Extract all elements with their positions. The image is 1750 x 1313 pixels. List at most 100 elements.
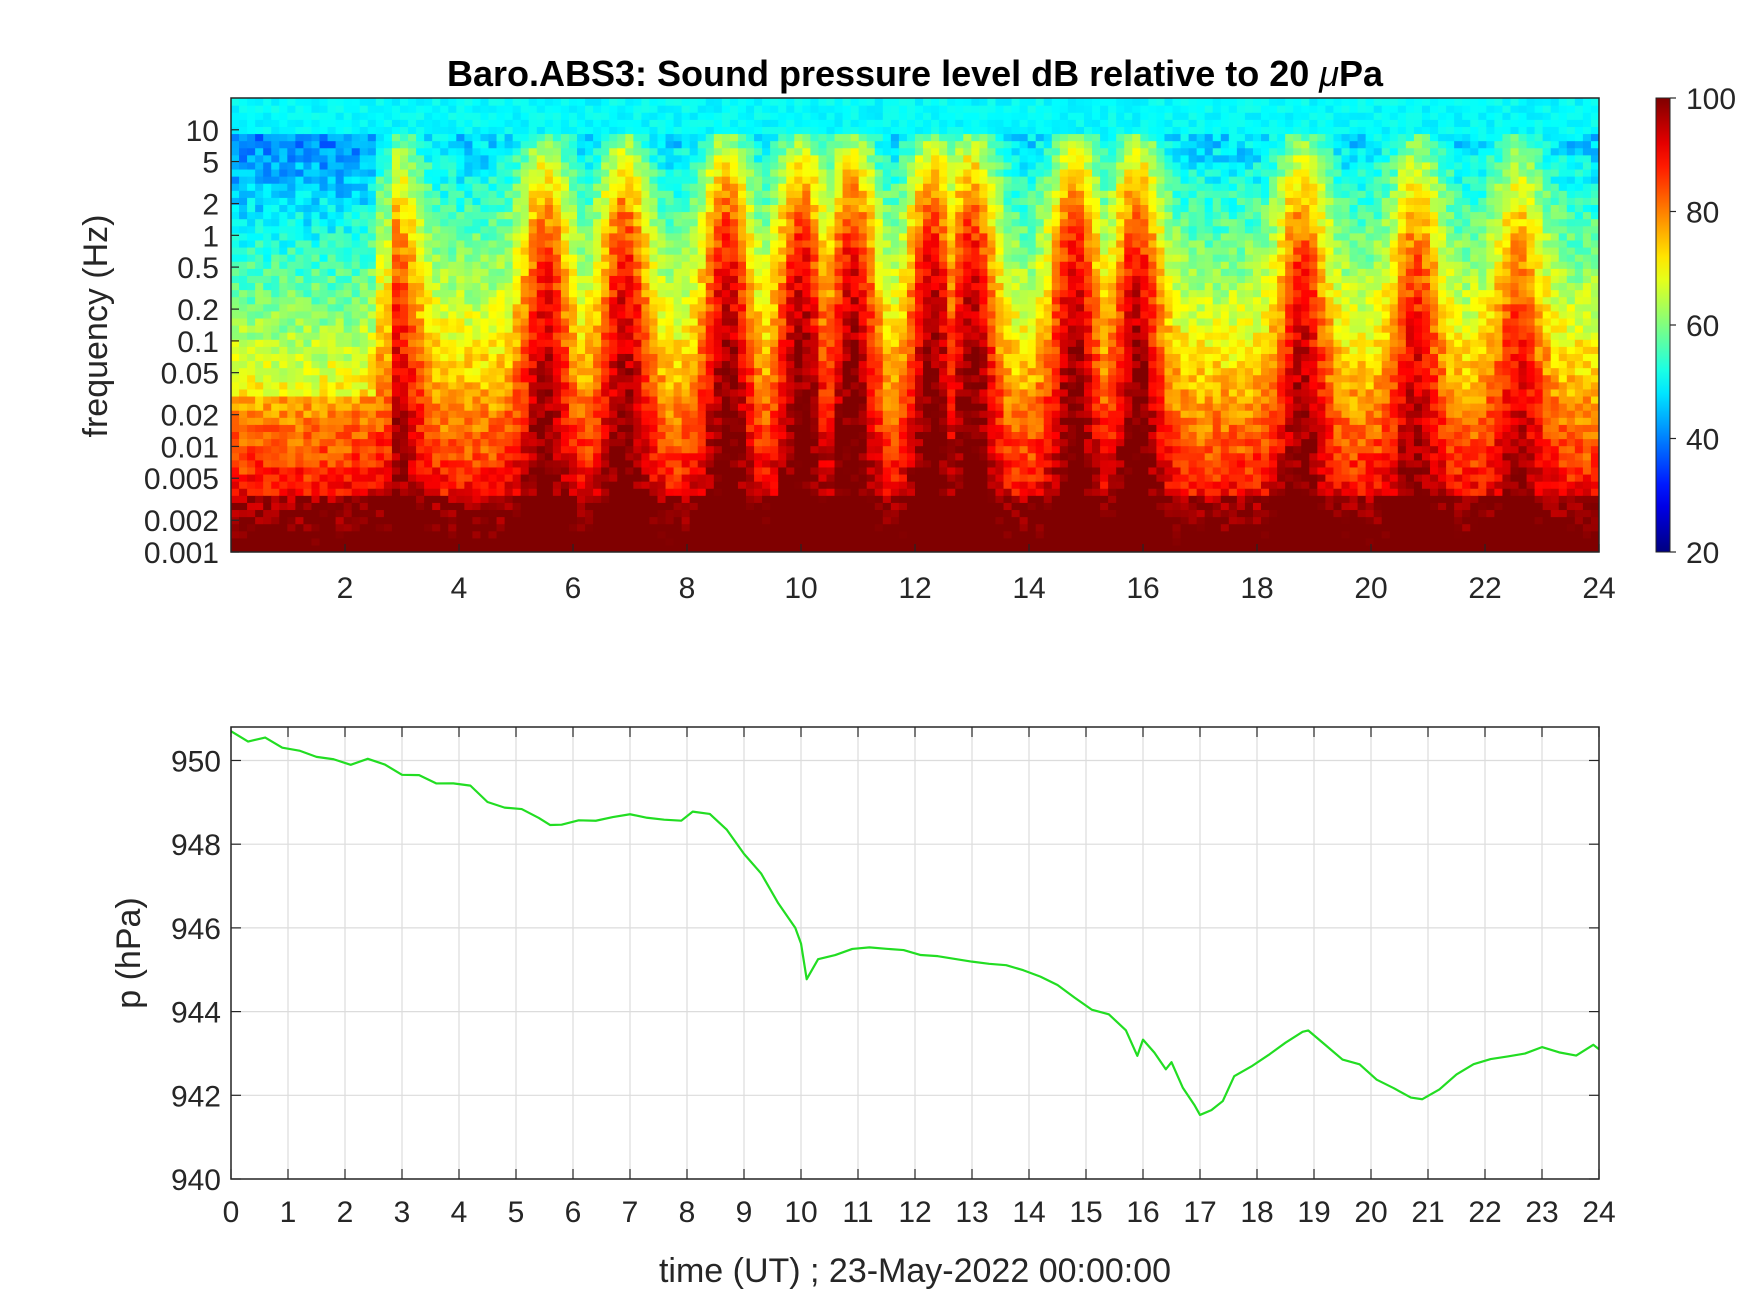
- spectrogram-cell: [834, 239, 844, 248]
- spectrogram-cell: [520, 459, 530, 468]
- spectrogram-cell: [689, 133, 699, 142]
- spectrogram-cell: [746, 303, 755, 312]
- spectrogram-cell: [496, 98, 506, 106]
- spectrogram-cell: [842, 332, 852, 340]
- spectrogram-cell: [544, 403, 554, 411]
- spectrogram-cell: [440, 176, 449, 184]
- spectrogram-cell: [786, 452, 795, 461]
- spectrogram-cell: [383, 204, 393, 213]
- spectrogram-cell: [641, 239, 651, 248]
- spectrogram-cell: [311, 509, 321, 518]
- spectrogram-cell: [834, 516, 844, 525]
- spectrogram-cell: [850, 239, 860, 248]
- spectrogram-cell: [577, 310, 586, 319]
- spectrogram-cell: [432, 105, 441, 113]
- spectrogram-cell: [367, 268, 377, 276]
- spectrogram-cell: [247, 289, 256, 298]
- spectrogram-cell: [746, 410, 755, 418]
- spectrogram-cell: [577, 154, 586, 163]
- spectrogram-cell: [617, 289, 626, 298]
- spectrogram-cell: [424, 268, 433, 276]
- spectrogram-cell: [279, 225, 288, 234]
- spectrogram-cell: [359, 218, 369, 227]
- spectrogram-cell: [448, 452, 457, 461]
- spectrogram-cell: [480, 98, 490, 106]
- spectrogram-cell: [239, 303, 248, 312]
- spectrogram-cell: [681, 466, 691, 475]
- spectrogram-cell: [464, 459, 474, 468]
- spectrogram-cell: [239, 459, 248, 468]
- spectrogram-cell: [544, 516, 554, 525]
- spectrogram-cell: [319, 374, 329, 383]
- spectrogram-cell: [834, 190, 844, 198]
- spectrogram-cell: [327, 417, 337, 425]
- spectrogram-cell: [351, 154, 361, 163]
- spectrogram-cell: [311, 98, 321, 106]
- spectrogram-cell: [520, 154, 530, 163]
- spectrogram-cell: [383, 509, 393, 518]
- spectrogram-cell: [641, 438, 651, 447]
- spectrogram-cell: [625, 140, 634, 149]
- spectrogram-cell: [247, 282, 256, 291]
- spectrogram-cell: [432, 303, 441, 312]
- spectrogram-cell: [255, 268, 264, 276]
- spectrogram-cell: [408, 360, 417, 369]
- spectrogram-cell: [231, 112, 240, 120]
- spectrogram-cell: [391, 502, 401, 511]
- spectrogram-cell: [399, 147, 409, 156]
- spectrogram-cell: [657, 246, 667, 255]
- spectrogram-cell: [657, 353, 667, 362]
- spectrogram-cell: [311, 197, 321, 205]
- spectrogram-cell: [504, 395, 514, 404]
- spectrogram-cell: [416, 452, 425, 461]
- spectrogram-cell: [472, 523, 482, 532]
- spectrogram-cell: [754, 161, 763, 170]
- spectrogram-cell: [657, 190, 667, 198]
- spectrogram-cell: [721, 147, 731, 156]
- spectrogram-cell: [810, 176, 820, 184]
- spectrogram-cell: [496, 261, 506, 269]
- spectrogram-cell: [448, 523, 457, 532]
- spectrogram-cell: [794, 367, 803, 376]
- spectrogram-cell: [263, 417, 272, 425]
- spectrogram-cell: [577, 395, 586, 404]
- spectrogram-cell: [746, 367, 755, 376]
- spectrogram-cell: [633, 232, 642, 241]
- spectrogram-cell: [488, 388, 498, 397]
- spectrogram-cell: [786, 161, 795, 170]
- spectrogram-cell: [472, 112, 482, 120]
- spectrogram-cell: [818, 488, 828, 496]
- spectrogram-cell: [625, 452, 634, 461]
- spectrogram-cell: [729, 310, 739, 319]
- spectrogram-cell: [577, 197, 586, 205]
- spectrogram-cell: [762, 544, 771, 552]
- spectrogram-cell: [375, 275, 385, 284]
- spectrogram-cell: [255, 225, 264, 234]
- spectrogram-cell: [834, 133, 844, 142]
- spectrogram-cell: [625, 509, 634, 518]
- spectrogram-cell: [351, 161, 361, 170]
- spectrogram-cell: [255, 105, 264, 113]
- spectrogram-cell: [327, 119, 337, 127]
- spectrogram-cell: [399, 495, 409, 503]
- spectrogram-cell: [585, 388, 594, 397]
- spectrogram-cell: [762, 509, 771, 518]
- spectrogram-cell: [512, 168, 522, 177]
- spectrogram-cell: [721, 346, 731, 354]
- spectrogram-cell: [665, 488, 675, 496]
- spectrogram-cell: [367, 381, 377, 390]
- spectrogram-cell: [367, 431, 377, 440]
- spectrogram-cell: [560, 523, 570, 532]
- spectrogram-cell: [327, 346, 337, 354]
- spectrogram-cell: [335, 126, 345, 135]
- spectrogram-cell: [665, 325, 675, 333]
- spectrogram-cell: [512, 452, 522, 461]
- spectrogram-cell: [295, 275, 305, 284]
- spectrogram-cell: [593, 417, 602, 425]
- spectrogram-cell: [464, 98, 474, 106]
- spectrogram-cell: [440, 261, 449, 269]
- spectrogram-cell: [456, 282, 465, 291]
- spectrogram-cell: [842, 473, 852, 482]
- spectrogram-cell: [480, 488, 490, 496]
- spectrogram-cell: [601, 537, 610, 546]
